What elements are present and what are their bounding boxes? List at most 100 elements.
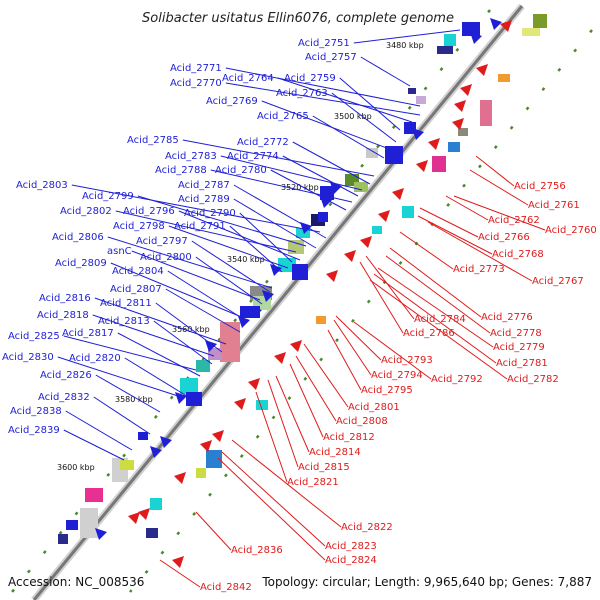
forward-gene-label[interactable]: Acid_2811 xyxy=(100,298,152,309)
reverse-gene-label[interactable]: Acid_2768 xyxy=(492,249,544,260)
forward-gene-arrow xyxy=(270,264,282,276)
forward-gene-label[interactable]: Acid_2770 xyxy=(170,78,222,89)
forward-gene-label[interactable]: Acid_2790 xyxy=(184,208,236,219)
reverse-gene-label[interactable]: Acid_2795 xyxy=(361,385,413,396)
forward-gene-label[interactable]: Acid_2780 xyxy=(215,165,267,176)
forward-gene-label[interactable]: Acid_2791 xyxy=(174,221,226,232)
forward-leader-line xyxy=(239,212,293,263)
reverse-gene-label[interactable]: Acid_2812 xyxy=(323,432,375,443)
forward-gene-label[interactable]: Acid_2764 xyxy=(222,73,274,84)
forward-gene-label[interactable]: Acid_2797 xyxy=(136,236,188,247)
label-leader-lines xyxy=(57,29,546,588)
forward-leader-line xyxy=(95,374,161,413)
reverse-leader-line xyxy=(333,319,372,376)
forward-gene-label[interactable]: Acid_2772 xyxy=(237,137,289,148)
reverse-gene-label[interactable]: Acid_2815 xyxy=(298,462,350,473)
forward-gene-label[interactable]: Acid_2763 xyxy=(276,88,328,99)
forward-gene-label[interactable]: Acid_2807 xyxy=(110,284,162,295)
reverse-gene-label[interactable]: Acid_2762 xyxy=(488,215,540,226)
reverse-leader-line xyxy=(335,315,382,361)
reverse-gene-label[interactable]: Acid_2792 xyxy=(431,374,483,385)
reverse-leader-line xyxy=(327,329,362,391)
reverse-gene-label[interactable]: Acid_2793 xyxy=(381,355,433,366)
forward-gene-label[interactable]: Acid_2839 xyxy=(8,425,60,436)
reverse-leader-line xyxy=(445,195,489,221)
forward-leader-line xyxy=(137,195,307,247)
forward-gene-label[interactable]: Acid_2789 xyxy=(178,194,230,205)
reverse-leader-line xyxy=(385,255,491,334)
reverse-gene-arrow xyxy=(172,556,184,568)
reverse-gene-arrow xyxy=(200,440,212,452)
forward-gene-label[interactable]: Acid_2813 xyxy=(98,316,150,327)
forward-gene-label[interactable]: Acid_2787 xyxy=(178,180,230,191)
reverse-gene-label[interactable]: Acid_2756 xyxy=(514,181,566,192)
reverse-gene-label[interactable]: Acid_2794 xyxy=(371,370,423,381)
forward-gene-label[interactable]: Acid_2825 xyxy=(8,331,60,342)
forward-gene-label[interactable]: Acid_2818 xyxy=(37,310,89,321)
reverse-gene-label[interactable]: Acid_2778 xyxy=(490,328,542,339)
reverse-gene-label[interactable]: Acid_2823 xyxy=(325,541,377,552)
forward-gene-label[interactable]: Acid_2783 xyxy=(165,151,217,162)
reverse-gene-label[interactable]: Acid_2782 xyxy=(507,374,559,385)
forward-gene-label[interactable]: Acid_2751 xyxy=(298,38,350,49)
forward-gene-label[interactable]: Acid_2785 xyxy=(127,135,179,146)
reverse-gene-label[interactable]: Acid_2767 xyxy=(532,276,584,287)
forward-gene-label[interactable]: Acid_2820 xyxy=(69,353,121,364)
reverse-gene-label[interactable]: Acid_2766 xyxy=(478,232,530,243)
forward-gene-label[interactable]: Acid_2826 xyxy=(40,370,92,381)
forward-gene-label[interactable]: Acid_2802 xyxy=(60,206,112,217)
reverse-gene-label[interactable]: Acid_2760 xyxy=(545,225,597,236)
forward-leader-line xyxy=(331,92,397,143)
forward-gene-label[interactable]: asnC xyxy=(107,246,132,257)
reverse-gene-label[interactable]: Acid_2822 xyxy=(341,522,393,533)
reverse-gene-label[interactable]: Acid_2836 xyxy=(231,545,283,556)
forward-gene-label[interactable]: Acid_2806 xyxy=(52,232,104,243)
reverse-gene-block xyxy=(196,468,206,478)
forward-leader-line xyxy=(178,210,301,261)
reverse-gene-label[interactable]: Acid_2773 xyxy=(453,264,505,275)
forward-gene-arrow xyxy=(490,18,502,30)
reverse-gene-label[interactable]: Acid_2784 xyxy=(414,314,466,325)
forward-gene-label[interactable]: Acid_2771 xyxy=(170,63,222,74)
reverse-gene-label[interactable]: Acid_2786 xyxy=(403,328,455,339)
forward-gene-label[interactable]: Acid_2832 xyxy=(38,392,90,403)
reverse-gene-arrow xyxy=(212,430,224,442)
forward-gene-block xyxy=(354,182,368,192)
forward-gene-label[interactable]: Acid_2809 xyxy=(55,258,107,269)
reverse-gene-label[interactable]: Acid_2801 xyxy=(348,402,400,413)
reverse-gene-label[interactable]: Acid_2776 xyxy=(481,312,533,323)
forward-gene-label[interactable]: Acid_2803 xyxy=(16,180,68,191)
forward-gene-label[interactable]: Acid_2774 xyxy=(227,151,279,162)
reverse-gene-label[interactable]: Acid_2814 xyxy=(309,447,361,458)
forward-gene-label[interactable]: Acid_2830 xyxy=(2,352,54,363)
forward-gene-label[interactable]: Acid_2804 xyxy=(112,266,164,277)
reverse-gene-label[interactable]: Acid_2761 xyxy=(528,200,580,211)
forward-gene-label[interactable]: Acid_2788 xyxy=(155,165,207,176)
gene-features xyxy=(58,14,547,568)
forward-leader-line xyxy=(167,270,249,323)
reverse-gene-label[interactable]: Acid_2842 xyxy=(200,582,252,593)
forward-gene-label[interactable]: Acid_2759 xyxy=(284,73,336,84)
forward-gene-label[interactable]: Acid_2799 xyxy=(82,191,134,202)
forward-gene-label[interactable]: Acid_2798 xyxy=(113,221,165,232)
reverse-gene-label[interactable]: Acid_2781 xyxy=(496,358,548,369)
forward-gene-label[interactable]: Acid_2816 xyxy=(39,293,91,304)
forward-gene-label[interactable]: Acid_2765 xyxy=(257,111,309,122)
reverse-gene-label[interactable]: Acid_2779 xyxy=(493,342,545,353)
forward-gene-label[interactable]: Acid_2838 xyxy=(10,406,62,417)
reverse-gene-label[interactable]: Acid_2808 xyxy=(336,416,388,427)
forward-gene-label[interactable]: Acid_2796 xyxy=(123,206,175,217)
reverse-gene-arrow xyxy=(428,138,440,150)
forward-gene-arrow xyxy=(160,436,172,448)
forward-gene-label[interactable]: Acid_2817 xyxy=(62,328,114,339)
reverse-leader-line xyxy=(221,451,326,547)
reverse-gene-label[interactable]: Acid_2821 xyxy=(287,477,339,488)
forward-gene-label[interactable]: Acid_2757 xyxy=(305,52,357,63)
reverse-leader-line xyxy=(295,355,337,422)
reverse-gene-label[interactable]: Acid_2824 xyxy=(325,555,377,566)
forward-gene-label[interactable]: Acid_2769 xyxy=(206,96,258,107)
reverse-gene-arrow xyxy=(460,84,472,96)
reverse-gene-arrow xyxy=(128,512,140,524)
reverse-gene-block xyxy=(206,450,222,468)
forward-gene-label[interactable]: Acid_2800 xyxy=(140,252,192,263)
